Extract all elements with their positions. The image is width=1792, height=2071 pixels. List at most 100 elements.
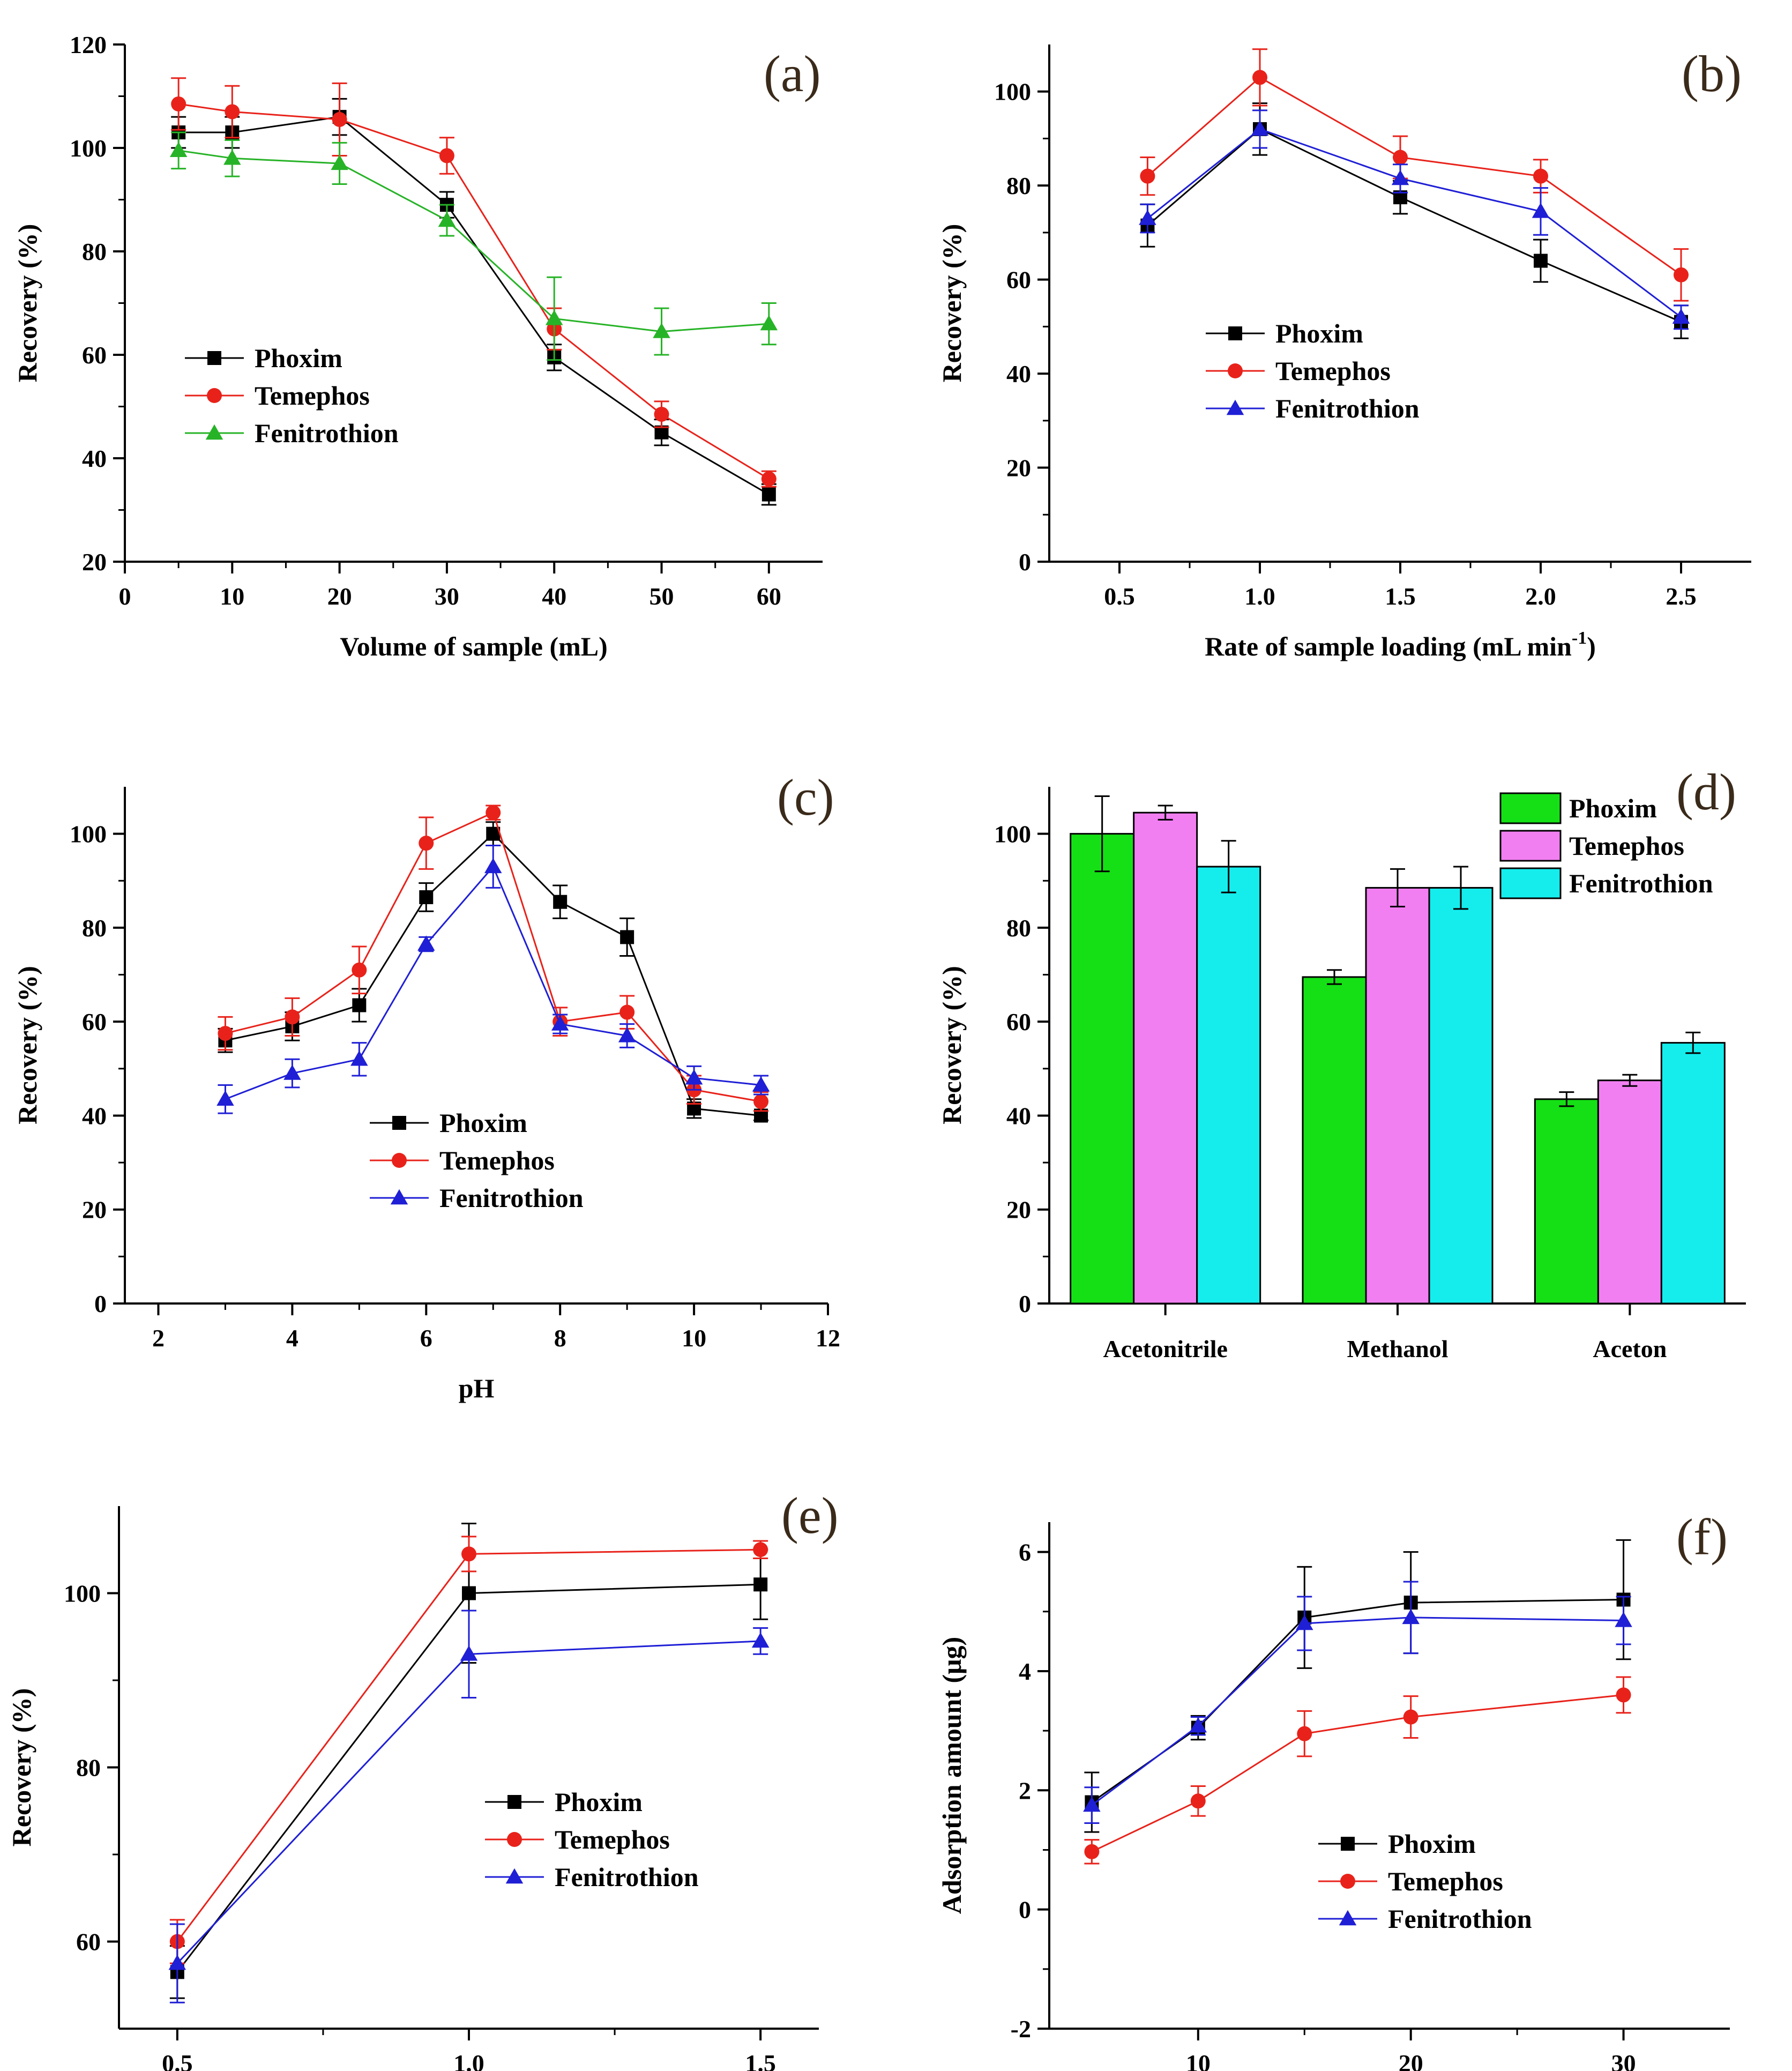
panel-label: (b) xyxy=(1682,45,1742,102)
data-point xyxy=(168,1954,186,1970)
legend-marker xyxy=(205,424,223,440)
legend-label: Fenitrothion xyxy=(555,1862,699,1892)
legend-label: Phoxim xyxy=(555,1787,643,1817)
legend-label: Temephos xyxy=(1275,356,1391,386)
series-line-phoxim xyxy=(1147,128,1682,323)
x-tick-label: 10 xyxy=(220,583,244,610)
x-tick-label: 6 xyxy=(420,1324,432,1352)
y-tick-label: 80 xyxy=(82,914,107,942)
series-phoxim xyxy=(1140,102,1689,339)
panel-label: (e) xyxy=(781,1487,839,1544)
data-point xyxy=(1140,168,1155,184)
data-point xyxy=(439,148,454,163)
y-tick-label: 80 xyxy=(1006,914,1031,942)
data-point xyxy=(350,1051,368,1066)
legend-label: Temephos xyxy=(1569,831,1684,861)
y-tick-label: 40 xyxy=(82,1102,107,1129)
series-line-phoxim xyxy=(1091,1599,1624,1803)
series-phoxim xyxy=(169,1523,768,1999)
legend-label: Temephos xyxy=(439,1145,555,1175)
x-tick-label: 12 xyxy=(816,1324,840,1352)
data-point xyxy=(486,805,501,821)
data-point xyxy=(760,315,778,331)
legend-label: Fenitrothion xyxy=(439,1183,584,1213)
x-tick-label: 10 xyxy=(1186,2050,1211,2071)
legend: Phoxim Temephos Fenitrothion xyxy=(1499,792,1713,899)
legend-marker xyxy=(390,1189,408,1205)
series-line-fenitrothion xyxy=(178,150,769,333)
series-line-temephos xyxy=(1147,76,1682,276)
series-temephos xyxy=(169,1536,768,1964)
data-point xyxy=(1084,1844,1100,1859)
data-point xyxy=(1139,210,1156,225)
series-line-temephos xyxy=(1091,1694,1624,1853)
x-axis-title: Volume of sample (mL) xyxy=(340,631,608,661)
y-tick-label: 20 xyxy=(1006,1196,1031,1224)
bar xyxy=(1196,866,1261,1305)
y-tick-label: 2 xyxy=(1019,1777,1031,1804)
data-point xyxy=(1190,1793,1206,1809)
x-axis-title-main: Volume of sample (mL) xyxy=(340,631,608,661)
data-point xyxy=(753,1094,769,1109)
legend-marker xyxy=(1226,399,1244,415)
data-point xyxy=(1251,120,1269,136)
bar xyxy=(1660,1042,1726,1305)
x-tick-label: 2 xyxy=(152,1324,165,1352)
data-point xyxy=(419,890,434,904)
legend-label: Phoxim xyxy=(1388,1829,1476,1859)
data-point xyxy=(285,1009,300,1025)
x-tick-label: 20 xyxy=(1399,2050,1423,2071)
data-point xyxy=(1532,203,1550,218)
series-fenitrothion xyxy=(216,845,770,1114)
y-axis-title: Recovery (%) xyxy=(937,966,967,1124)
data-point xyxy=(618,1027,636,1042)
series-line-fenitrothion xyxy=(1091,1616,1624,1806)
data-point xyxy=(169,141,188,158)
bar xyxy=(1133,811,1198,1305)
data-point xyxy=(685,1069,703,1085)
category-label: Aceton xyxy=(1593,1335,1667,1362)
data-point xyxy=(1296,1614,1313,1630)
data-point xyxy=(461,1546,476,1562)
y-tick-label: 0 xyxy=(94,1290,107,1317)
x-tick-label: 50 xyxy=(649,583,674,610)
legend: Phoxim Temephos Fenitrothion xyxy=(185,343,399,448)
data-point xyxy=(283,1064,301,1080)
y-tick-label: 40 xyxy=(1006,1102,1031,1129)
data-point xyxy=(1674,267,1689,282)
y-tick-label: -2 xyxy=(1011,2015,1031,2043)
data-point xyxy=(654,406,669,422)
data-point xyxy=(1672,308,1690,324)
panel-label: (d) xyxy=(1676,763,1736,821)
legend-marker xyxy=(1341,1837,1355,1851)
legend-swatch xyxy=(1499,792,1562,824)
y-axis-title: Recovery (%) xyxy=(937,224,967,383)
data-point xyxy=(352,962,367,978)
panel-a: 20 40 60 80 100 120 0 10 20 30 40 50 60 Phoxim Temepho… xyxy=(12,31,823,661)
panel-e: 60 80 100 0.5 1.0 1.5 Phoxim Temephos Fenitrothi… xyxy=(6,1487,839,2071)
y-tick-label: 20 xyxy=(1006,455,1031,482)
data-point xyxy=(484,858,502,874)
legend-label: Fenitrothion xyxy=(1569,868,1713,898)
legend: Phoxim Temephos Fenitrothion xyxy=(370,1108,584,1213)
y-tick-label: 100 xyxy=(70,821,107,848)
legend-marker xyxy=(392,1116,406,1130)
panel-d: 0 20 40 60 80 100 Acetonitrile Methanol Aceton Ph… xyxy=(937,763,1746,1362)
y-tick-label: 20 xyxy=(82,548,107,576)
y-tick-label: 60 xyxy=(82,341,107,369)
x-axis-title: Rate of sample loading (mL min-1) xyxy=(1205,628,1596,661)
y-tick-label: 100 xyxy=(994,821,1031,848)
legend-marker xyxy=(207,388,222,403)
y-tick-label: 60 xyxy=(1006,1008,1031,1036)
legend-label: Phoxim xyxy=(439,1108,527,1138)
series-fenitrothion xyxy=(1083,1581,1632,1824)
data-point xyxy=(352,998,367,1012)
legend-marker xyxy=(1340,1874,1355,1889)
y-tick-label: 0 xyxy=(1019,548,1031,576)
data-point xyxy=(223,150,241,165)
y-axis-title: Adsorption amount (μg) xyxy=(937,1637,967,1914)
x-tick-label: 1.5 xyxy=(745,2050,776,2071)
data-point xyxy=(438,211,456,227)
data-point xyxy=(332,111,347,127)
x-tick-label: 30 xyxy=(1611,2050,1636,2071)
